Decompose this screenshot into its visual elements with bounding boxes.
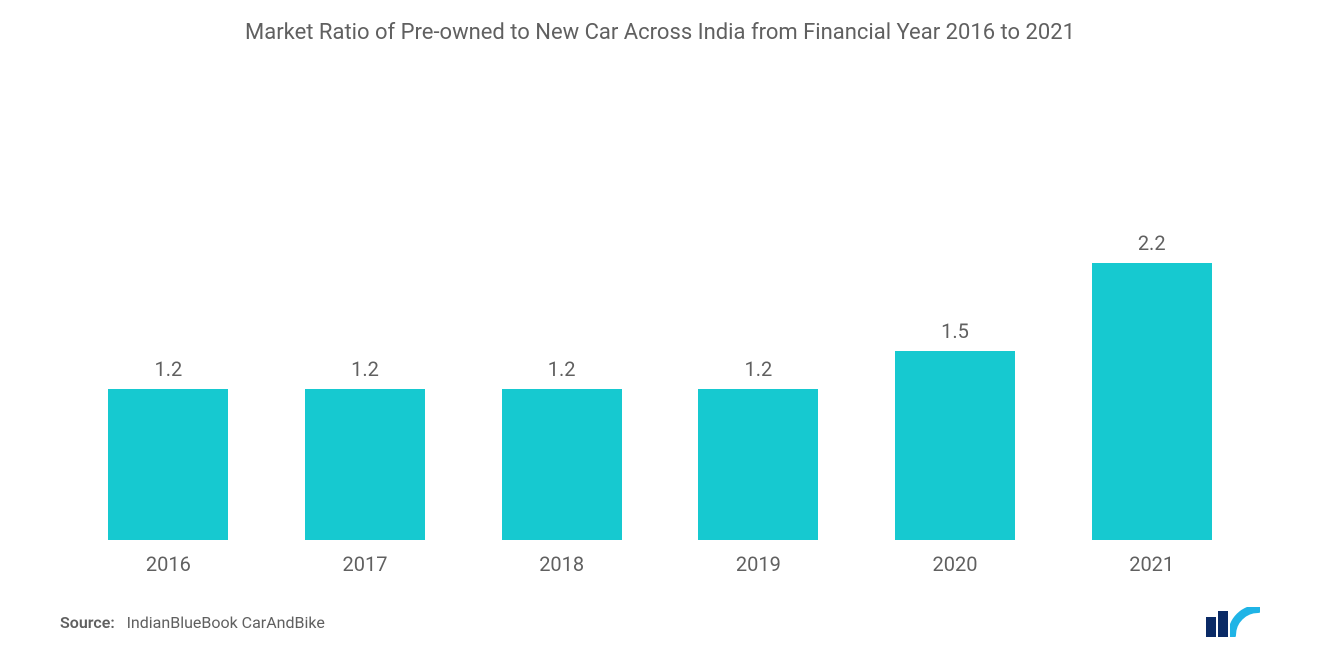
bar (305, 389, 425, 540)
logo-arc-icon (1230, 607, 1260, 637)
source-label: Source: (60, 613, 115, 632)
bar (108, 389, 228, 540)
x-axis-label: 2019 (660, 552, 857, 576)
source-line: Source: IndianBlueBook CarAndBike (60, 613, 325, 632)
bar-group: 1.2 (70, 65, 267, 540)
bar-value-label: 1.2 (154, 357, 182, 381)
bar-value-label: 1.2 (548, 357, 576, 381)
source-text: IndianBlueBook CarAndBike (127, 613, 325, 632)
bar-group: 1.2 (267, 65, 464, 540)
bar (895, 351, 1015, 540)
chart-container: Market Ratio of Pre-owned to New Car Acr… (0, 0, 1320, 665)
x-axis-label: 2018 (463, 552, 660, 576)
logo-bar-icon (1218, 611, 1228, 637)
x-axis-label: 2021 (1053, 552, 1250, 576)
bar-value-label: 2.2 (1138, 231, 1166, 255)
bar-group: 2.2 (1053, 65, 1250, 540)
bar (1092, 263, 1212, 540)
bar-group: 1.2 (463, 65, 660, 540)
bar-group: 1.5 (857, 65, 1054, 540)
bar-value-label: 1.5 (941, 319, 969, 343)
bar-value-label: 1.2 (744, 357, 772, 381)
chart-title: Market Ratio of Pre-owned to New Car Acr… (60, 20, 1260, 45)
chart-footer: Source: IndianBlueBook CarAndBike (60, 607, 1260, 637)
plot-area: 1.2 1.2 1.2 1.2 1.5 2.2 (60, 65, 1260, 540)
bar (698, 389, 818, 540)
bar-group: 1.2 (660, 65, 857, 540)
bar (502, 389, 622, 540)
logo-bar-icon (1206, 617, 1216, 637)
x-axis-label: 2017 (267, 552, 464, 576)
x-axis-label: 2020 (857, 552, 1054, 576)
bar-value-label: 1.2 (351, 357, 379, 381)
x-axis-label: 2016 (70, 552, 267, 576)
x-axis: 201620172018201920202021 (60, 540, 1260, 576)
brand-logo (1206, 607, 1260, 637)
